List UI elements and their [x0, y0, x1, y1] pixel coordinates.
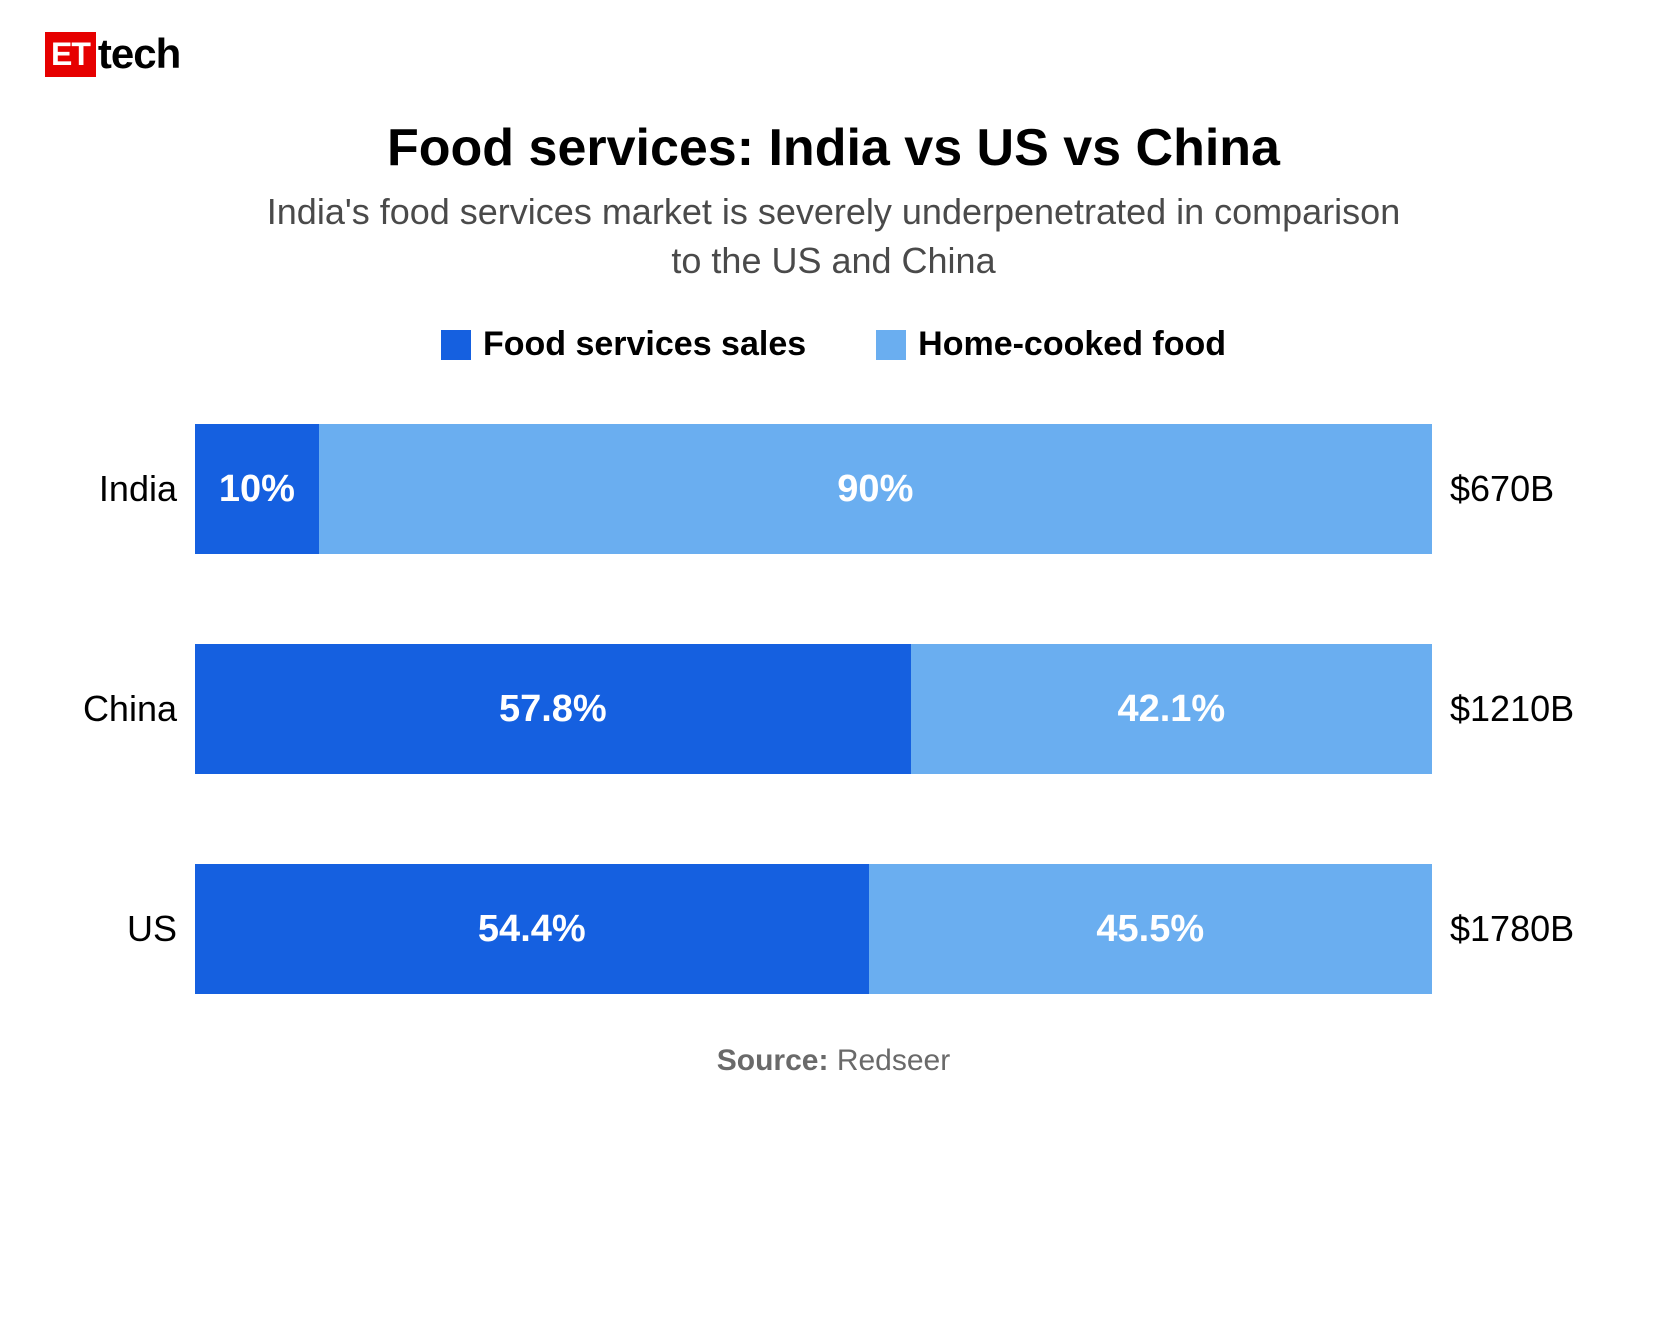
- bar-segment: 10%: [195, 424, 319, 554]
- legend-item-home-cooked: Home-cooked food: [876, 325, 1226, 364]
- bar-segment: 45.5%: [869, 864, 1432, 994]
- bar-total-label: $1210B: [1432, 688, 1602, 730]
- bar-country-label: US: [65, 908, 195, 950]
- logo-square: ET: [45, 32, 96, 77]
- chart-legend: Food services sales Home-cooked food: [45, 325, 1622, 364]
- bar-country-label: India: [65, 468, 195, 510]
- chart-title: Food services: India vs US vs China: [45, 118, 1622, 178]
- publisher-logo: ET tech: [45, 30, 180, 78]
- bar-track: 57.8%42.1%: [195, 644, 1432, 774]
- bar-row: US54.4%45.5%$1780B: [65, 864, 1602, 994]
- bar-segment: 57.8%: [195, 644, 911, 774]
- bar-country-label: China: [65, 688, 195, 730]
- chart-source: Source: Redseer: [45, 1044, 1622, 1078]
- bar-track: 10%90%: [195, 424, 1432, 554]
- bar-segment: 90%: [319, 424, 1432, 554]
- chart-subtitle: India's food services market is severely…: [45, 188, 1622, 285]
- legend-label: Home-cooked food: [918, 325, 1226, 364]
- bar-row: China57.8%42.1%$1210B: [65, 644, 1602, 774]
- bar-row: India10%90%$670B: [65, 424, 1602, 554]
- bar-total-label: $670B: [1432, 468, 1602, 510]
- legend-label: Food services sales: [483, 325, 806, 364]
- bar-total-label: $1780B: [1432, 908, 1602, 950]
- bar-chart: India10%90%$670BChina57.8%42.1%$1210BUS5…: [45, 424, 1622, 994]
- source-value: Redseer: [837, 1044, 950, 1077]
- legend-swatch: [441, 330, 471, 360]
- legend-item-food-services: Food services sales: [441, 325, 806, 364]
- bar-segment: 54.4%: [195, 864, 869, 994]
- bar-track: 54.4%45.5%: [195, 864, 1432, 994]
- source-label: Source:: [717, 1044, 829, 1077]
- logo-text: tech: [98, 30, 180, 78]
- bar-segment: 42.1%: [911, 644, 1432, 774]
- legend-swatch: [876, 330, 906, 360]
